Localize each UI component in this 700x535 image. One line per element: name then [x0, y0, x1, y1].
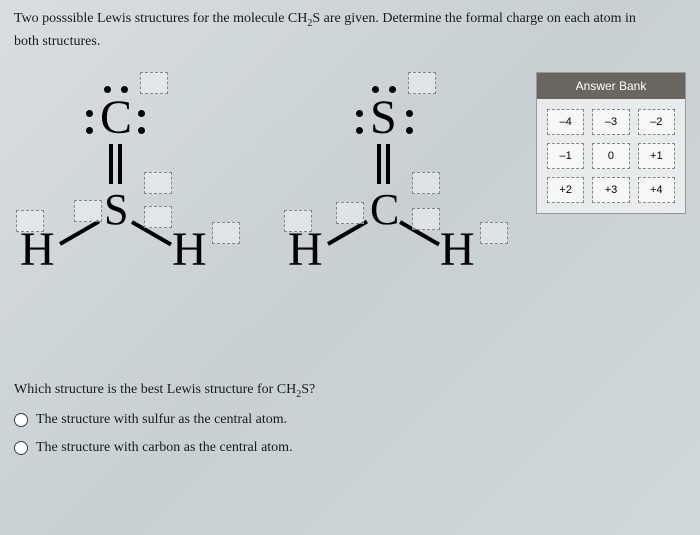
- lewis-structures: C S H H S C H H: [14, 72, 554, 352]
- option2-label: The structure with carbon as the central…: [36, 440, 293, 456]
- chip[interactable]: +1: [638, 143, 675, 169]
- chip[interactable]: +3: [592, 177, 629, 203]
- charge-drop-top[interactable]: [140, 72, 168, 94]
- single-bond: [59, 220, 100, 246]
- chip[interactable]: –1: [547, 143, 584, 169]
- answer-bank-header: Answer Bank: [537, 73, 685, 99]
- answer-bank: Answer Bank –4 –3 –2 –1 0 +1 +2 +3 +4: [536, 72, 686, 214]
- chip[interactable]: +2: [547, 177, 584, 203]
- lone-pair: [86, 110, 94, 134]
- atom-c: C: [370, 184, 399, 235]
- charge-drop-center[interactable]: [144, 172, 172, 194]
- atom-h-right: H: [172, 222, 207, 277]
- question-prompt: Two posssible Lewis structures for the m…: [14, 8, 686, 52]
- chip[interactable]: –4: [547, 109, 584, 135]
- chip[interactable]: 0: [592, 143, 629, 169]
- lone-pair: [138, 110, 146, 134]
- q2-prefix: Which structure is the best Lewis struct…: [14, 382, 296, 397]
- option1-label: The structure with sulfur as the central…: [36, 412, 287, 428]
- lone-pair: [406, 110, 414, 134]
- charge-drop-hr2[interactable]: [480, 222, 508, 244]
- chip[interactable]: +4: [638, 177, 675, 203]
- q-line1-prefix: Two posssible Lewis structures for the m…: [14, 11, 307, 26]
- question-2: Which structure is the best Lewis struct…: [14, 382, 686, 456]
- charge-drop-hl2[interactable]: [284, 210, 312, 232]
- atom-c: C: [100, 90, 132, 145]
- lone-pair: [372, 86, 396, 94]
- charge-drop-s-right[interactable]: [144, 206, 172, 228]
- charge-drop-center2[interactable]: [412, 172, 440, 194]
- q-line1-suffix: S are given. Determine the formal charge…: [312, 11, 636, 26]
- atom-h-right2: H: [440, 222, 475, 277]
- charge-drop-s-left[interactable]: [74, 200, 102, 222]
- lone-pair: [356, 110, 364, 134]
- q2-suffix: S?: [301, 382, 315, 397]
- q-line2: both structures.: [14, 34, 100, 49]
- chip[interactable]: –2: [638, 109, 675, 135]
- radio-icon: [14, 413, 28, 427]
- chip[interactable]: –3: [592, 109, 629, 135]
- charge-drop-c-left[interactable]: [336, 202, 364, 224]
- charge-drop-hr[interactable]: [212, 222, 240, 244]
- charge-drop-top2[interactable]: [408, 72, 436, 94]
- charge-drop-hl[interactable]: [16, 210, 44, 232]
- radio-icon: [14, 441, 28, 455]
- lone-pair: [104, 86, 128, 94]
- content-area: C S H H S C H H: [14, 72, 686, 352]
- radio-option-1[interactable]: The structure with sulfur as the central…: [14, 412, 686, 428]
- radio-option-2[interactable]: The structure with carbon as the central…: [14, 440, 686, 456]
- charge-drop-c-right[interactable]: [412, 208, 440, 230]
- answer-bank-grid: –4 –3 –2 –1 0 +1 +2 +3 +4: [537, 99, 685, 213]
- atom-s: S: [370, 90, 397, 145]
- atom-s: S: [104, 184, 128, 235]
